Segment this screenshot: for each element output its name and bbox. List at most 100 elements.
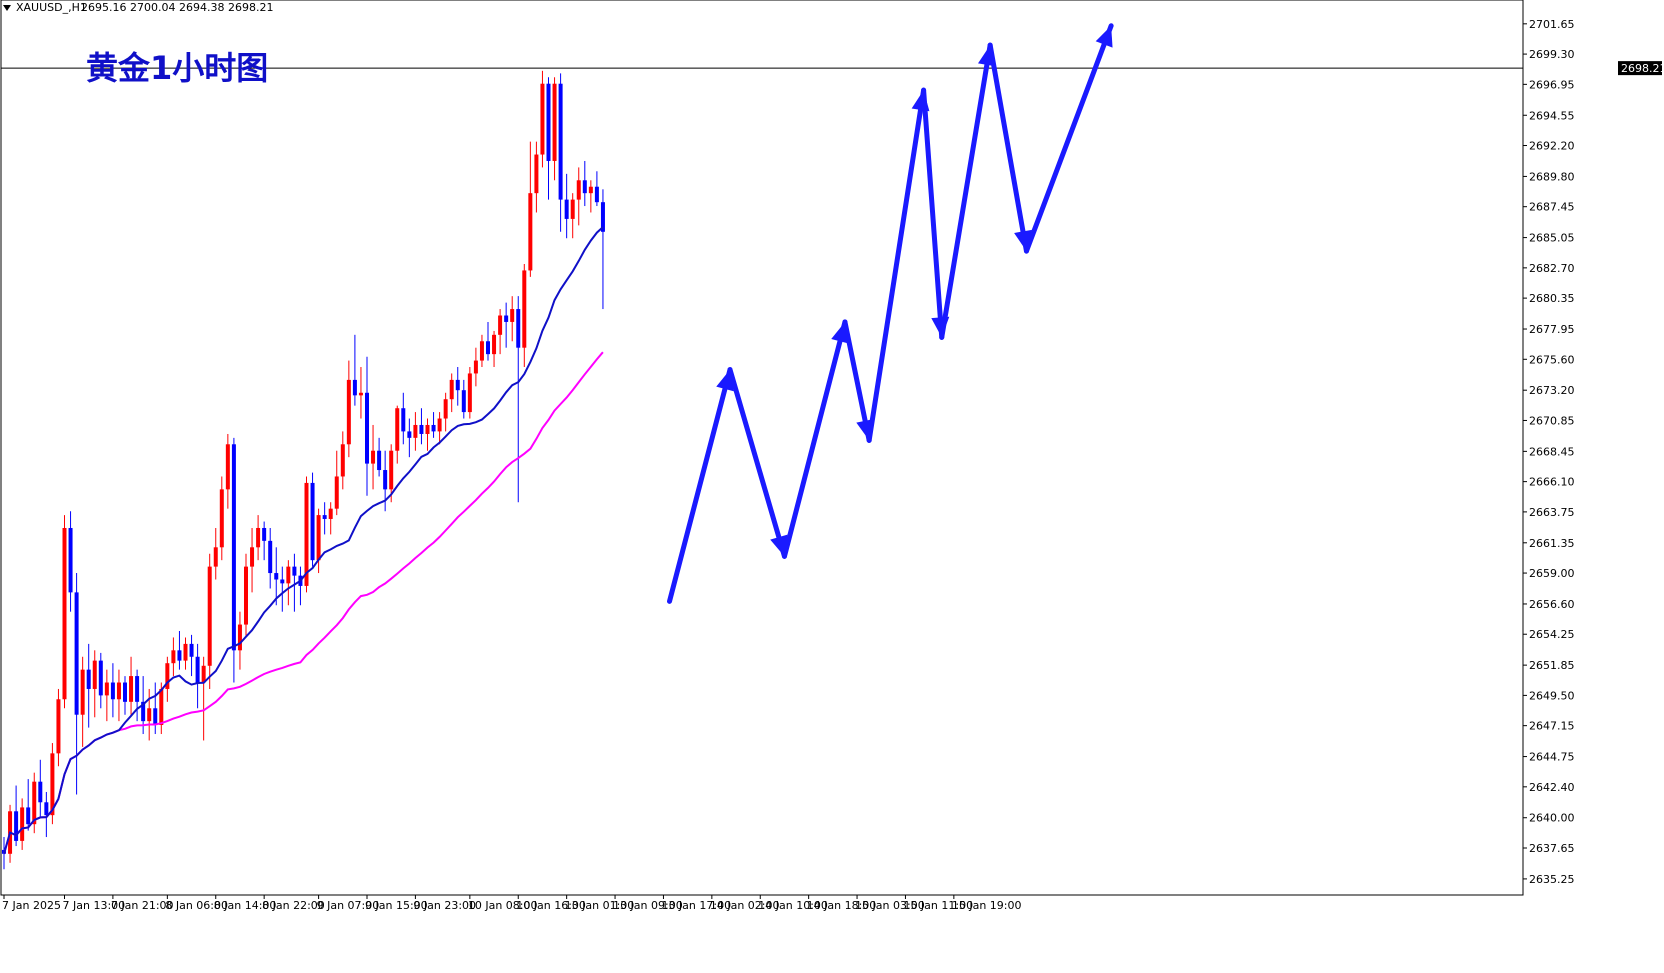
forecast-arrow [667,367,734,604]
candle-body [461,390,466,413]
price-tick-label: 2677.95 [1529,323,1575,336]
candle [165,656,170,702]
candle [449,373,454,413]
forecast-arrow-head [1095,25,1113,48]
price-tick-label: 2668.45 [1529,445,1575,458]
time-tick-label: 13 Jan 09:00 [613,899,683,912]
candle [371,424,376,490]
candle [280,566,285,612]
chart-frame [0,0,1524,896]
candle [80,656,85,747]
candle-body [159,688,164,726]
price-tick-label: 2663.75 [1529,506,1575,519]
time-tick-label: 14 Jan 18:00 [807,899,877,912]
candle-body [86,669,91,689]
candle-body [443,399,448,419]
candle-body [328,508,333,519]
price-tick-label: 2685.05 [1529,232,1575,245]
candle-body [492,334,497,355]
candle-body [564,199,569,219]
price-tick-label: 2635.25 [1529,873,1575,886]
candle [274,547,279,606]
candle [74,573,79,795]
candle-body [147,708,152,722]
forecast-arrow-shaft [1023,23,1114,254]
candle [244,553,248,638]
price-tick-label: 2682.70 [1529,262,1575,275]
candle [92,650,97,718]
price-tick-label: 2699.30 [1529,48,1575,61]
time-tick-label: 7 Jan 13:00 [63,899,126,912]
price-tick-label: 2649.50 [1529,689,1575,702]
candle [237,611,242,670]
time-tick-label: 9 Jan 15:00 [365,899,428,912]
forecast-arrow-shaft [842,319,872,443]
candle [147,688,152,741]
candle-body [274,573,279,580]
candle-body [322,515,327,519]
forecast-arrow-shaft [727,367,787,559]
moving-averages [3,226,604,855]
candle-body [558,83,563,200]
current-price-tag: 2698.21 [1618,61,1664,75]
time-tick-label: 14 Jan 02:00 [710,899,780,912]
candle [570,193,575,239]
candle [262,521,267,561]
candle [32,772,37,834]
candle [564,173,569,239]
candle-body [177,650,182,661]
candle [407,418,412,458]
candle-body [600,202,605,232]
candle [195,643,200,709]
candle [467,367,472,419]
candle-body [516,309,521,348]
candle [123,676,127,715]
time-tick-label: 15 Jan 11:00 [903,899,973,912]
time-axis: 7 Jan 2025 7 Jan 13:007 Jan 21:008 Jan 06… [2,895,1022,912]
candle-body [522,270,527,348]
candle [129,656,134,715]
candle-body [570,199,575,219]
candle-body [262,527,267,541]
candle [292,553,297,612]
candle [256,515,261,561]
candle [171,637,176,677]
forecast-arrows [667,23,1114,604]
candle-body [365,392,369,464]
candle-body [540,83,545,155]
price-tick-label: 2659.00 [1529,567,1575,580]
price-tick-label: 2637.65 [1529,842,1575,855]
candle-body [195,656,200,683]
header-symbol: XAUUSD_,H1 [16,1,87,14]
candle [183,637,188,670]
candle [268,527,273,589]
candle [153,682,158,735]
price-tick-label: 2656.60 [1529,598,1575,611]
candle [250,527,255,593]
candle-body [467,373,472,413]
header-ohlc: 2695.16 2700.04 2694.38 2698.21 [81,1,273,14]
forecast-arrow [866,87,930,443]
candle-body [395,408,400,451]
candle-body [213,547,218,567]
candle-body [32,781,37,825]
candle [365,356,369,496]
candle [62,515,67,709]
chart-title: 黄金1小时图 [86,49,268,87]
candle [322,502,327,535]
candle-body [310,482,315,561]
candle [189,634,194,677]
chart-header: XAUUSD_,H1 2695.16 2700.04 2694.38 2698.… [3,1,273,14]
candle [377,437,382,477]
time-tick-label: 8 Jan 22:00 [262,899,325,912]
forecast-arrow-shaft [667,367,733,604]
candle-body [401,408,406,432]
price-tick-label: 2687.45 [1529,201,1575,214]
candle-body [219,489,224,548]
price-tick-label: 2642.40 [1529,781,1575,794]
forecast-arrow [781,319,849,559]
header-menu-triangle-icon[interactable] [3,5,11,11]
candle [14,785,19,847]
ma-fast-line [3,226,604,855]
